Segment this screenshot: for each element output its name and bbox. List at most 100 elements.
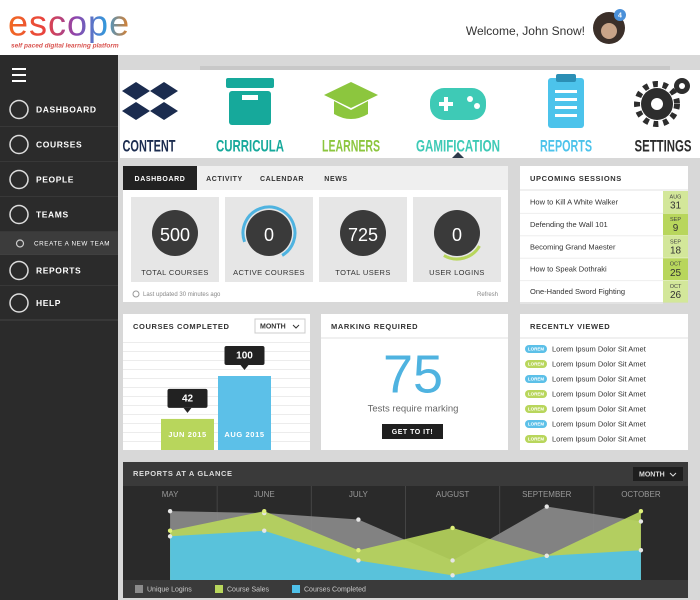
callout-tip [240,365,249,370]
date-month: OCT [670,262,682,268]
top-strip [200,66,670,70]
tag-label: LOREM [528,362,545,367]
clock-icon [132,290,140,298]
sidebar-item[interactable] [0,162,118,197]
tag-label: LOREM [528,347,545,352]
recent-item[interactable]: Lorem Ipsum Dolor Sit Amet [552,434,647,443]
tag-badge [525,405,547,413]
sidebar-item[interactable] [0,286,118,320]
icon-shape [229,91,271,125]
dropdown-label: MONTH [639,471,665,478]
panel-title: REPORTS AT A GLANCE [133,469,233,478]
menu-toggle[interactable] [12,68,26,82]
tag-label: LOREM [528,437,545,442]
recent-item[interactable]: Lorem Ipsum Dolor Sit Amet [552,389,647,398]
month-label: AUGUST [436,490,469,499]
session-name[interactable]: Becoming Grand Maester [530,242,616,251]
gamification-icon [430,88,486,120]
dropdown[interactable] [633,467,683,481]
recent-item[interactable]: Lorem Ipsum Dolor Sit Amet [552,374,647,383]
date-day: 9 [673,223,679,234]
session-name[interactable]: One-Handed Sword Fighting [530,287,625,296]
recent-item[interactable]: Lorem Ipsum Dolor Sit Amet [552,344,647,353]
tab[interactable] [252,166,312,190]
sidebar-item[interactable] [0,232,118,255]
panel-title: RECENTLY VIEWED [530,322,610,331]
date-badge [663,280,688,303]
legend-label: Course Sales [227,586,270,593]
icon-shape [150,102,178,120]
tab[interactable] [197,166,252,190]
value-callout [167,388,208,408]
recent-item[interactable]: Lorem Ipsum Dolor Sit Amet [552,419,647,428]
nav-label: LEARNERS [322,136,380,155]
data-point [356,548,361,553]
panel-title: UPCOMING SESSIONS [530,174,622,183]
panel-title: MARKING REQUIRED [331,322,418,331]
icon-shape [555,106,577,109]
data-point [638,508,644,514]
button-label: GET TO IT! [392,429,433,436]
data-point [167,508,173,514]
tab[interactable] [312,166,360,190]
sidebar-item[interactable] [0,127,118,162]
data-point [262,528,267,533]
date-badge [663,235,688,258]
tag-label: LOREM [528,407,545,412]
icon-shape [467,96,473,102]
tag-badge [525,390,547,398]
refresh-link[interactable]: Refresh [477,292,498,298]
icon-shape [555,114,577,117]
stat-circle [246,210,292,256]
date-day: 31 [670,201,682,212]
data-point [450,558,455,563]
legend-label: Unique Logins [147,586,192,593]
tab-label: DASHBOARD [135,176,186,183]
data-point [638,548,644,553]
stat-label: TOTAL USERS [335,268,391,277]
month-label: OCTOBER [621,490,661,499]
sidebar-label: HELP [36,298,61,308]
session-name[interactable]: How to Speak Dothraki [530,265,607,274]
date-day: 18 [670,245,682,256]
session-name[interactable]: How to Kill A White Walker [530,197,619,206]
tab[interactable] [123,166,197,190]
sidebar-label: PEOPLE [36,174,74,184]
notification-badge[interactable] [614,9,626,21]
tag-badge [525,360,547,368]
month-label: MAY [162,490,179,499]
date-day: 26 [670,290,682,301]
data-point [450,573,455,578]
tag-label: LOREM [528,377,545,382]
sidebar-icon [9,204,29,225]
sidebar-item[interactable] [0,92,118,127]
reports-icon [548,74,584,128]
stat-label: TOTAL COURSES [141,268,209,277]
tag-badge [525,435,547,443]
marking-count: 75 [383,344,443,404]
dropdown[interactable] [254,318,306,334]
recent-item[interactable]: Lorem Ipsum Dolor Sit Amet [552,359,647,368]
welcome: Welcome, John Snow! [466,24,585,38]
updated-note: Last updated 30 minutes ago [143,292,221,298]
sidebar-item[interactable] [0,197,118,232]
bar-value: 100 [236,351,253,362]
sidebar-label: REPORTS [36,265,81,275]
sidebar-label: CREATE A NEW TEAM [34,241,110,248]
icon-shape [122,82,150,100]
legend-swatch [135,585,143,593]
bar-value: 42 [182,394,194,405]
settings-icon [634,78,690,127]
sidebar-icon [9,99,29,120]
date-badge [663,191,688,213]
recent-item[interactable]: Lorem Ipsum Dolor Sit Amet [552,404,647,413]
session-name[interactable]: Defending the Wall 101 [530,220,608,229]
sidebar-item[interactable] [0,255,118,286]
stat-label: ACTIVE COURSES [233,268,305,277]
stat-circle [340,210,386,256]
month-label: JULY [349,490,369,499]
date-month: SEP [670,217,681,223]
action-button[interactable] [382,424,443,439]
stat-value: 0 [452,225,462,245]
